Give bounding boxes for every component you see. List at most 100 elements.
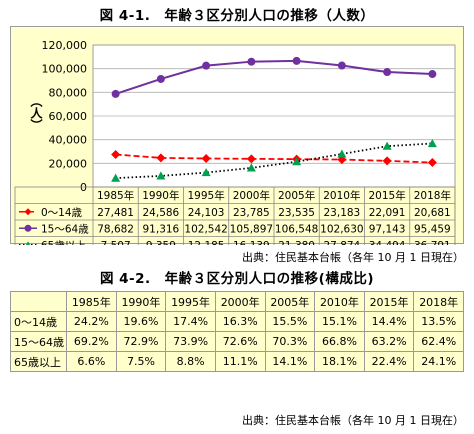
data-value-label: 23,785: [233, 207, 270, 219]
ratio-cell: 6.6%: [66, 351, 117, 372]
ratio-header-cell: 2015年: [363, 291, 415, 312]
data-value-label: 27,874: [324, 240, 361, 245]
ratio-cell: 69.2%: [66, 331, 117, 352]
ratio-cell: 63.2%: [363, 331, 415, 352]
ratio-header-cell: 2010年: [314, 291, 365, 312]
ratio-cell: 7.5%: [115, 351, 167, 372]
ratio-cell: 18.1%: [314, 351, 365, 372]
x-tick-label: 2005年: [278, 189, 315, 202]
marker-triangle: [292, 157, 302, 166]
ratio-row-label: 0～14歳: [10, 311, 67, 332]
ratio-cell: 15.1%: [314, 311, 365, 332]
ratio-cell: 16.3%: [214, 311, 266, 332]
ratio-row-label: 65歳以上: [10, 351, 67, 372]
chart-area: 120,000 100,000 80,000 60,000 40,000 20,000 0 （…: [10, 26, 464, 245]
data-value-label: 105,897: [230, 223, 273, 235]
data-value-label: 12,185: [188, 240, 225, 245]
data-value-label: 24,103: [188, 207, 225, 219]
marker-circle: [292, 56, 301, 65]
y-tick-label: 40,000: [49, 134, 88, 147]
ratio-header-cell: 1990年: [115, 291, 167, 312]
data-value-label: 23,183: [324, 207, 361, 219]
data-value-label: 7,507: [101, 240, 131, 245]
ratio-cell: 19.6%: [115, 311, 167, 332]
data-value-label: 20,681: [414, 207, 451, 219]
ratio-cell: 8.8%: [165, 351, 216, 372]
data-value-label: 102,630: [320, 223, 363, 235]
ratio-header-cell: [10, 291, 67, 312]
ratio-cell: 72.9%: [115, 331, 167, 352]
data-value-label: 22,091: [369, 207, 406, 219]
source-note-chart: 出典：住民基本台帳（各年 10 月 1 日現在）: [242, 251, 464, 264]
x-tick-label: 2015年: [369, 189, 406, 202]
x-tick-label: 1990年: [142, 189, 179, 202]
data-value-label: 9,359: [146, 240, 176, 245]
ratio-header-cell: 2005年: [264, 291, 316, 312]
ratio-cell: 15.5%: [264, 311, 316, 332]
table-row: 65歳以上 6.6% 7.5% 8.8% 11.1% 14.1% 18.1% 22.4% 24.…: [10, 351, 464, 372]
ratio-header-cell: 1995年: [165, 291, 216, 312]
data-value-label: 102,542: [184, 223, 227, 235]
data-value-label: 24,586: [143, 207, 180, 219]
y-tick-label: 100,000: [42, 63, 88, 76]
ratio-header-cell: 2000年: [214, 291, 266, 312]
marker-circle: [156, 74, 165, 83]
marker-circle: [247, 57, 256, 66]
ratio-cell: 22.4%: [363, 351, 415, 372]
marker-circle: [337, 61, 346, 70]
table-title: 図 4-2. 年齢３区分別人口の推移(構成比): [99, 271, 375, 287]
y-tick-label: 80,000: [49, 86, 88, 99]
ratio-cell: 14.1%: [264, 351, 316, 372]
ratio-cell: 66.8%: [314, 331, 365, 352]
data-value-label: 91,316: [143, 223, 180, 235]
marker-diamond: [111, 149, 121, 159]
ratio-cell: 14.4%: [363, 311, 415, 332]
ratio-table: 1985年 1990年 1995年 2000年 2005年 2010年 2015年 2018年…: [10, 291, 464, 372]
marker-triangle: [337, 149, 347, 158]
data-value-label: 36,791: [414, 240, 451, 245]
ratio-cell: 11.1%: [214, 351, 266, 372]
marker-diamond: [156, 153, 166, 163]
marker-triangle: [25, 241, 31, 245]
ratio-header-cell: 2018年: [413, 291, 464, 312]
legend-label: 0～14歳: [41, 207, 83, 219]
data-value-label: 34,494: [369, 240, 406, 245]
marker-diamond: [201, 153, 211, 163]
source-note-table: 出典：住民基本台帳（各年 10 月 1 日現在）: [242, 414, 464, 427]
marker-triangle: [246, 163, 256, 172]
data-value-label: 106,548: [275, 223, 318, 235]
marker-triangle: [156, 171, 166, 180]
marker-triangle: [111, 173, 121, 182]
data-value-label: 21,380: [278, 240, 315, 245]
ratio-cell: 13.5%: [413, 311, 464, 332]
data-value-label: 95,459: [414, 223, 451, 235]
ratio-cell: 72.6%: [214, 331, 266, 352]
x-tick-label: 2000年: [233, 189, 270, 202]
x-tick-label: 2010年: [323, 189, 360, 202]
y-axis-label: （人）: [29, 95, 43, 131]
table-row: 15～64歳 69.2% 72.9% 73.9% 72.6% 70.3% 66.8% 63.2…: [10, 331, 464, 352]
ratio-row-label: 15～64歳: [10, 331, 67, 352]
data-value-label: 78,682: [97, 223, 134, 235]
ratio-cell: 70.3%: [264, 331, 316, 352]
series-line: [115, 142, 433, 180]
series-line: [115, 59, 433, 95]
ratio-cell: 62.4%: [413, 331, 464, 352]
ratio-cell: 24.2%: [66, 311, 117, 332]
data-value-label: 23,535: [278, 207, 315, 219]
chart-title: 図 4-1. 年齢３区分別人口の推移（人数）: [99, 8, 375, 24]
marker-diamond: [24, 208, 32, 216]
data-value-label: 16,139: [233, 240, 270, 245]
data-value-label: 97,143: [369, 223, 406, 235]
legend-label: 65歳以上: [41, 240, 86, 245]
marker-circle: [24, 224, 32, 232]
marker-circle: [111, 89, 120, 98]
x-tick-label: 1985年: [97, 189, 134, 202]
y-tick-label: 20,000: [49, 157, 88, 170]
marker-circle: [428, 70, 437, 79]
x-tick-label: 1995年: [188, 189, 225, 202]
marker-triangle: [201, 168, 211, 177]
data-value-label: 27,481: [97, 207, 134, 219]
marker-circle: [202, 61, 211, 70]
legend-label: 15～64歳: [41, 223, 89, 235]
